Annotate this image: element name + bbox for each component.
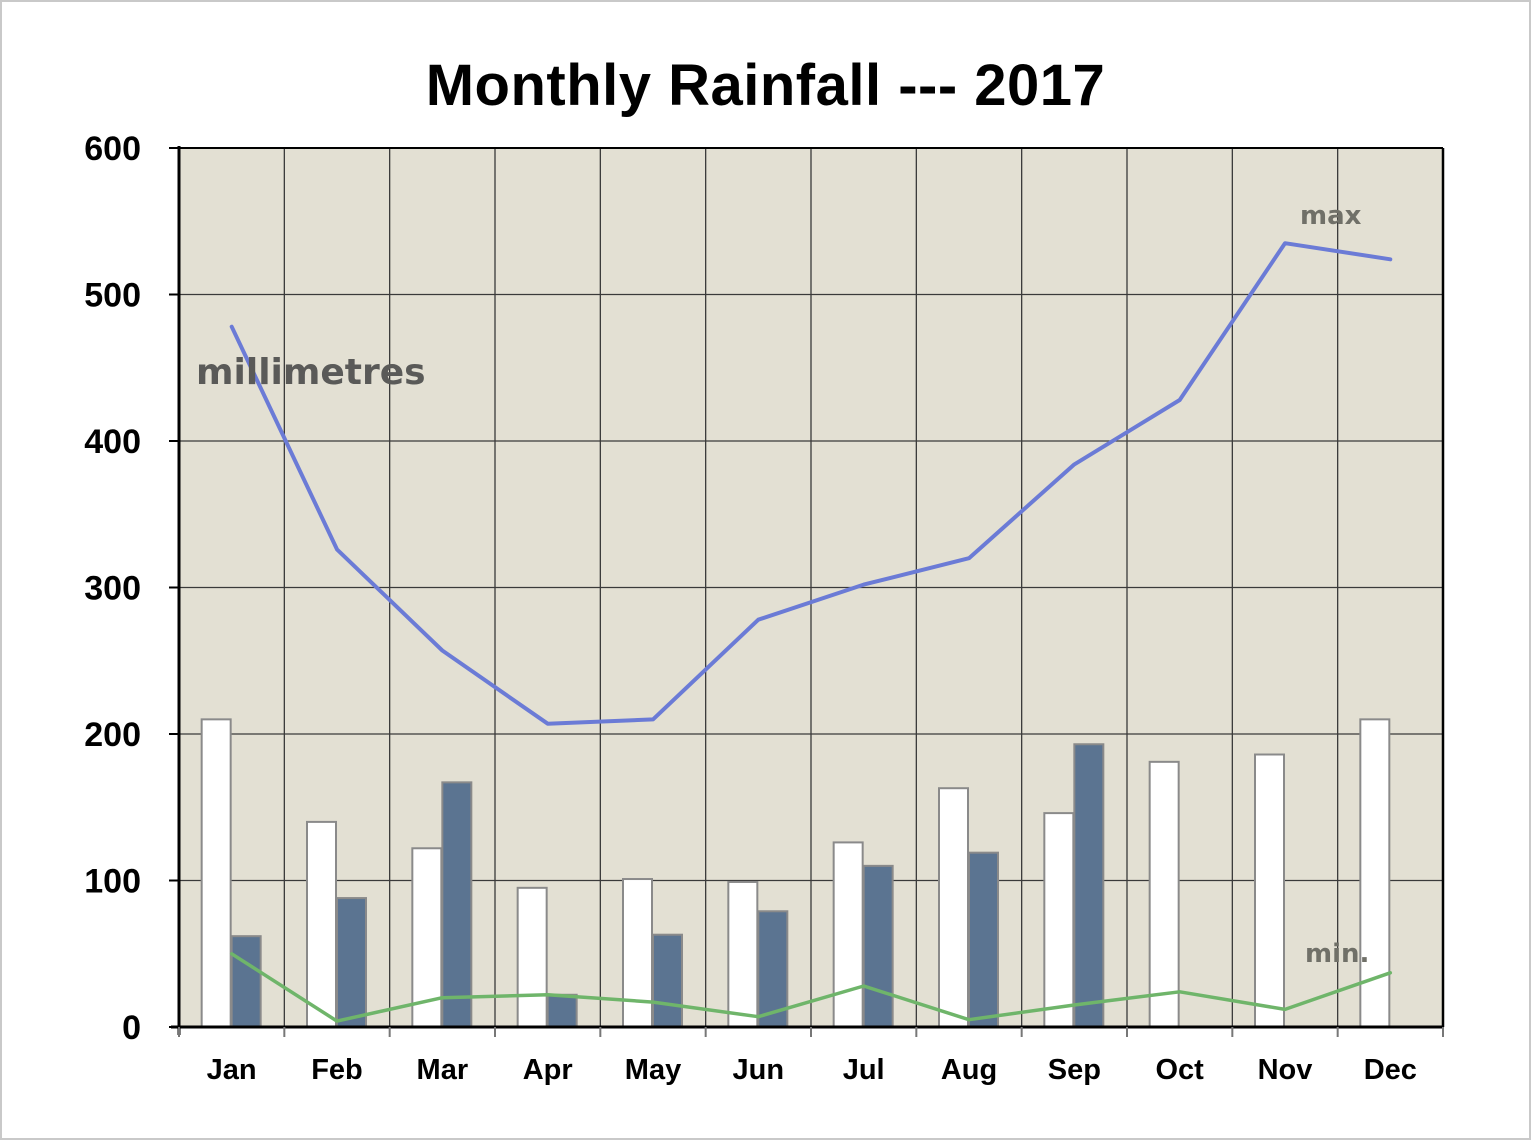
bar-dark [652,933,683,1029]
units-annotation: millimetres [196,352,426,393]
bar-dark [757,910,789,1029]
line-group [229,241,1393,1023]
bar-light [727,880,759,1029]
x-tick-label: Aug [941,1054,997,1086]
max-line [229,241,1393,726]
bar-dark [968,851,999,1028]
bar-dark [336,897,367,1029]
bar-light [200,718,232,1028]
bar-light [622,878,653,1028]
y-tick-label: 500 [84,277,141,315]
chart-title: Monthly Rainfall --- 2017 [425,53,1106,118]
axes-group [169,146,1445,1037]
labels-group: 0 100 200 300 400 500 600 Jan Feb Mar Apr May Jun Jul… [84,130,1417,1086]
bar-light [1148,760,1180,1029]
y-tick-label: 200 [84,716,141,754]
x-tick-label: Jan [207,1054,257,1086]
bar-light [411,847,443,1029]
x-tick-label: Oct [1155,1054,1204,1086]
y-tick-label: 100 [84,863,141,901]
bar-light [306,820,337,1029]
y-tick-label: 0 [122,1009,141,1047]
x-tick-label: Sep [1048,1054,1101,1086]
max-annotation: max [1300,201,1362,231]
y-tick-label: 400 [84,423,141,461]
x-tick-label: Nov [1258,1054,1313,1086]
x-tick-label: Dec [1364,1054,1417,1086]
x-tick-label: Jul [843,1054,885,1086]
min-annotation: min. [1305,939,1369,969]
y-tick-label: 300 [84,570,141,608]
bar-dark [230,935,262,1028]
bar-light [938,787,969,1029]
x-tick-label: Apr [523,1054,573,1086]
bar-dark [1073,743,1105,1028]
bar-light [516,886,548,1029]
annotations-group: millimetres max min. [196,201,1369,969]
x-tick-label: May [625,1054,681,1086]
x-tick-label: Mar [417,1054,469,1086]
bar-light [1254,753,1285,1028]
bar-light [832,841,864,1028]
y-tick-label: 600 [84,130,141,168]
bar-dark [546,993,578,1029]
x-tick-label: Feb [311,1054,363,1086]
x-tick-label: Jun [733,1054,785,1086]
bar-dark [862,864,894,1028]
bar-dark [441,781,473,1028]
min-line [229,952,1393,1023]
bar-light [1043,812,1075,1028]
